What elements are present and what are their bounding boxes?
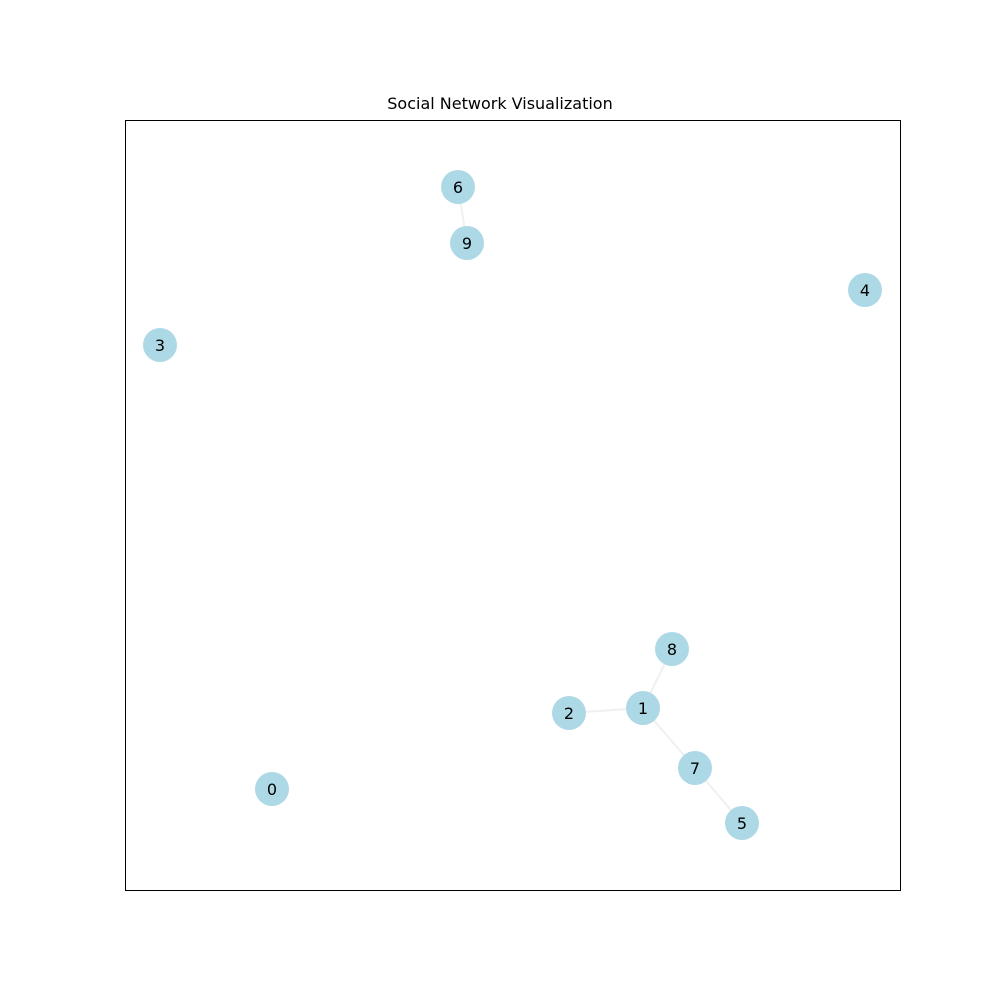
node-circle bbox=[552, 696, 586, 730]
edge-layer bbox=[457, 186, 743, 824]
node-label: 5 bbox=[737, 814, 747, 833]
node-circle bbox=[441, 170, 475, 204]
node-8: 8 bbox=[655, 632, 689, 666]
node-9: 9 bbox=[450, 226, 484, 260]
node-label: 2 bbox=[564, 704, 574, 723]
node-label: 6 bbox=[453, 178, 463, 197]
node-circle bbox=[725, 806, 759, 840]
node-label: 9 bbox=[462, 234, 472, 253]
node-3: 3 bbox=[143, 328, 177, 362]
node-label: 7 bbox=[690, 759, 700, 778]
node-7: 7 bbox=[678, 751, 712, 785]
node-6: 6 bbox=[441, 170, 475, 204]
node-label: 4 bbox=[860, 281, 870, 300]
node-1: 1 bbox=[626, 691, 660, 725]
node-layer: 0 1 2 3 4 5 6 7 8 9 bbox=[143, 170, 882, 840]
node-5: 5 bbox=[725, 806, 759, 840]
node-circle bbox=[450, 226, 484, 260]
node-label: 3 bbox=[155, 336, 165, 355]
node-circle bbox=[848, 273, 882, 307]
node-4: 4 bbox=[848, 273, 882, 307]
page-title: Social Network Visualization bbox=[387, 94, 613, 113]
node-label: 0 bbox=[267, 780, 277, 799]
node-circle bbox=[255, 772, 289, 806]
node-circle bbox=[655, 632, 689, 666]
node-circle bbox=[626, 691, 660, 725]
node-0: 0 bbox=[255, 772, 289, 806]
node-circle bbox=[143, 328, 177, 362]
node-label: 8 bbox=[667, 640, 677, 659]
node-2: 2 bbox=[552, 696, 586, 730]
graph-frame bbox=[125, 120, 901, 891]
node-label: 1 bbox=[638, 699, 648, 718]
node-circle bbox=[678, 751, 712, 785]
